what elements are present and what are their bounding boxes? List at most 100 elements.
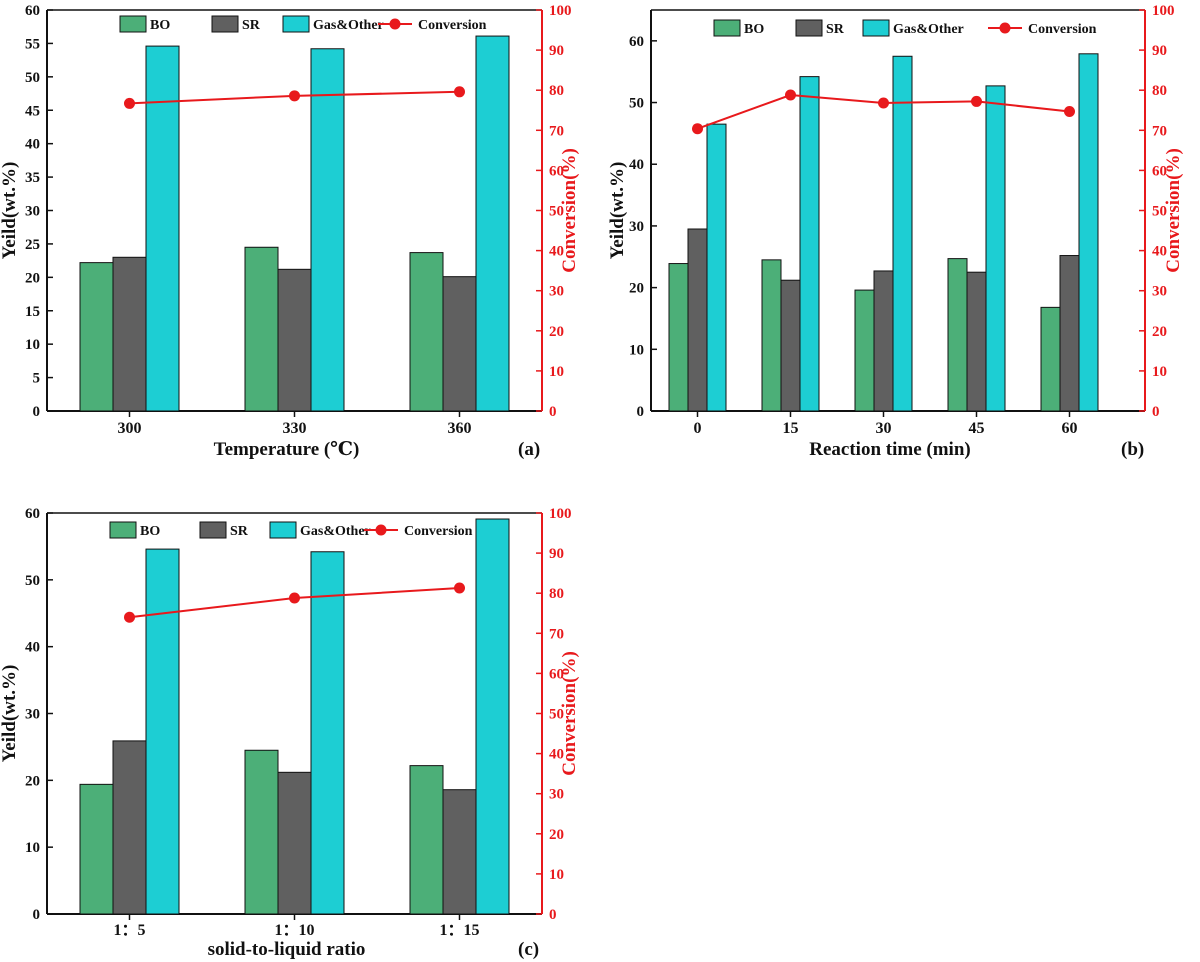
x-axis-label: solid-to-liquid ratio	[208, 939, 366, 960]
y-tick-label: 10	[25, 337, 40, 353]
y2-tick-label: 100	[549, 506, 572, 522]
x-tick-label: 300	[118, 420, 142, 437]
legend-label-conversion: Conversion	[1028, 22, 1097, 37]
conversion-point-45	[971, 95, 982, 107]
legend-marker-conversion	[375, 524, 387, 536]
y2-tick-label: 10	[549, 867, 564, 883]
bar-sr-15	[780, 279, 801, 412]
bar-sr-0	[687, 228, 708, 412]
bar-sr-45	[966, 271, 987, 412]
legend-label-bo: BO	[150, 18, 170, 33]
y-tick-label: 30	[629, 219, 644, 235]
conversion-point-1-10	[289, 592, 300, 604]
x-axis-label: Temperature (℃)	[214, 439, 360, 460]
y-tick-label: 10	[629, 342, 644, 358]
legend: BO SR Gas&Other Conversion	[713, 19, 1097, 37]
y-tick-label: 20	[629, 281, 644, 297]
conversion-point-1-5	[124, 611, 135, 623]
y-tick-label: 60	[25, 506, 40, 522]
y2-tick-label: 90	[549, 43, 564, 59]
y-tick-label: 0	[33, 404, 41, 420]
bar-bo-1-10	[244, 749, 279, 915]
bar-gas-other-1-10	[310, 551, 345, 915]
bar-gas-other-45	[985, 85, 1006, 412]
x-tick-label: 1：15	[439, 922, 479, 939]
bar-bo-1-15	[409, 765, 444, 915]
legend-label-sr: SR	[230, 524, 249, 539]
y-tick-label: 5	[33, 371, 41, 387]
x-tick-label: 1：5	[113, 922, 145, 939]
legend-swatch-sr	[211, 15, 239, 33]
y2-tick-label: 10	[1152, 364, 1167, 380]
conversion-point-15	[785, 89, 796, 101]
x-tick-label: 30	[876, 420, 892, 437]
bar-sr-1-5	[112, 740, 147, 915]
y2-tick-label: 50	[549, 707, 564, 723]
x-tick-label: 0	[694, 420, 702, 437]
panel-label: (a)	[518, 439, 540, 460]
y-tick-label: 50	[25, 573, 40, 589]
y-axis-label: Yeild(wt.%)	[0, 665, 20, 763]
y2-tick-label: 80	[1152, 83, 1167, 99]
y2-tick-label: 40	[549, 747, 564, 763]
y2-tick-label: 40	[1152, 244, 1167, 260]
y2-tick-label: 0	[1152, 404, 1160, 420]
y-tick-label: 35	[25, 170, 40, 186]
y-tick-label: 40	[25, 137, 40, 153]
y2-tick-label: 20	[549, 324, 564, 340]
bar-bo-45	[947, 258, 968, 412]
chart-panel-a: 0 5 10 15 20 25 30 35 40 45 50 55 60 0 10 20 30 40 50 60 70 8…	[0, 3, 580, 460]
y-tick-label: 20	[25, 773, 40, 789]
conversion-point-330	[289, 90, 300, 102]
bar-gas-other-60	[1078, 53, 1099, 412]
legend-label-gas-other: Gas&Other	[313, 18, 384, 33]
legend-swatch-gas-other	[282, 15, 310, 33]
bar-sr-360	[442, 276, 477, 412]
legend-label-conversion: Conversion	[404, 524, 473, 539]
y2-tick-label: 80	[549, 586, 564, 602]
y2-tick-label: 100	[549, 3, 572, 19]
y2-tick-label: 10	[549, 364, 564, 380]
y2-tick-label: 100	[1152, 3, 1175, 19]
bar-gas-other-300	[145, 45, 180, 412]
bar-bo-1-5	[79, 783, 114, 915]
y-tick-label: 55	[25, 36, 40, 52]
x-tick-label: 330	[283, 420, 307, 437]
chart-panel-b: 0 10 20 30 40 50 60 0 10 20 30 40 50 60 70 80 90 100 0 15 30…	[607, 3, 1184, 460]
bar-gas-other-0	[706, 123, 727, 412]
bar-sr-330	[277, 268, 312, 412]
y2-axis-label: Conversion(%)	[1163, 148, 1184, 273]
legend-label-gas-other: Gas&Other	[300, 524, 371, 539]
y2-tick-label: 60	[549, 666, 564, 682]
x-tick-label: 360	[448, 420, 472, 437]
y-axis-label: Yeild(wt.%)	[0, 162, 20, 260]
legend: BO SR Gas&Other Conversion	[109, 521, 473, 539]
legend-label-sr: SR	[826, 22, 845, 37]
conversion-point-1-15	[454, 582, 465, 594]
y-tick-label: 30	[25, 707, 40, 723]
bar-sr-1-15	[442, 789, 477, 915]
y2-tick-label: 90	[549, 546, 564, 562]
conversion-point-0	[692, 123, 703, 135]
legend-label-bo: BO	[140, 524, 160, 539]
panel-label: (c)	[518, 939, 539, 960]
bar-sr-300	[112, 256, 147, 412]
y2-tick-label: 30	[549, 787, 564, 803]
legend-swatch-sr	[795, 19, 823, 37]
y-tick-label: 40	[629, 157, 644, 173]
bar-gas-other-15	[799, 76, 820, 412]
y2-tick-label: 20	[549, 827, 564, 843]
y2-tick-label: 50	[1152, 204, 1167, 220]
legend-swatch-sr	[199, 521, 227, 539]
y2-tick-label: 30	[549, 284, 564, 300]
y2-axis-label: Conversion(%)	[559, 651, 580, 776]
y2-tick-label: 30	[1152, 284, 1167, 300]
bar-gas-other-1-5	[145, 548, 180, 915]
bar-bo-360	[409, 252, 444, 412]
x-tick-label: 15	[783, 420, 799, 437]
y-tick-label: 10	[25, 840, 40, 856]
legend-swatch-bo	[109, 521, 137, 539]
y-tick-label: 30	[25, 204, 40, 220]
panel-label: (b)	[1121, 439, 1144, 460]
